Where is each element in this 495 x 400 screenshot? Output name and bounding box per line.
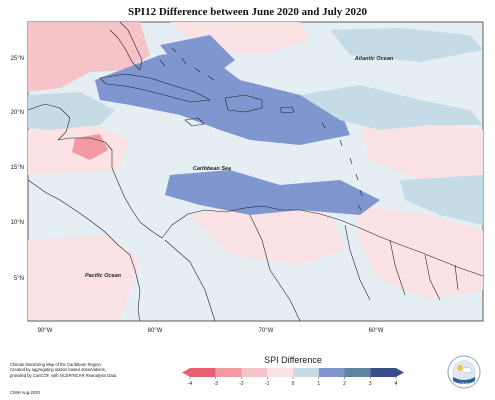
central-america-coast [57, 137, 163, 239]
dry-region-guianas [355, 205, 483, 300]
lat-tick-label: 25°N [11, 56, 24, 62]
cuba-outline [99, 73, 211, 103]
legend-tick-label: -4 [188, 381, 193, 387]
lon-tick-label: 60°W [369, 328, 384, 334]
label-pacific-ocean: Pacific Ocean [85, 273, 122, 279]
wave-icon [453, 377, 475, 384]
hispaniola-outline [224, 94, 263, 113]
legend-tick-label: 3 [369, 381, 372, 387]
label-caribbean-sea: Caribbean Sea [193, 166, 231, 172]
legend-arrow-low [182, 368, 190, 377]
cloud-icon [461, 367, 473, 373]
legend-tick-label: 0 [292, 381, 295, 387]
legend-swatch [190, 368, 216, 377]
south-america-north-coast [161, 205, 484, 277]
florida-coast [109, 21, 143, 71]
central-america-pacific-coast [27, 179, 131, 256]
coastlines [27, 21, 484, 322]
legend-swatch [215, 368, 242, 377]
wet-region-gulf-west [28, 92, 115, 130]
bahamas-islands [159, 47, 215, 81]
legend-tick-label: -3 [214, 381, 219, 387]
legend-colorbar: -4 -3 -2 -1 0 1 2 3 4 [182, 368, 404, 387]
legend-swatch [241, 368, 268, 377]
footer-note: Climate Monitoring Map of the Caribbean … [10, 362, 118, 378]
puerto-rico-outline [279, 106, 295, 114]
legend-tick-label: -2 [239, 381, 244, 387]
legend-tick-label: 2 [343, 381, 346, 387]
map-title: SPI12 Difference between June 2020 and J… [127, 6, 368, 18]
wet-region-central-caribbean [165, 170, 380, 215]
longitude-axis: 90°W 80°W 70°W 60°W [38, 328, 384, 334]
legend-swatch [293, 368, 319, 377]
cimh-logo [447, 355, 481, 389]
legend-arrow-high [396, 368, 404, 377]
dry-region-gulf [28, 22, 150, 92]
lat-tick-label: 20°N [11, 110, 24, 116]
latitude-axis: 25°N 20°N 15°N 10°N 5°N [11, 56, 24, 282]
legend-swatch [318, 368, 345, 377]
dry-region-pacific [28, 235, 140, 320]
legend-swatch [370, 368, 396, 377]
legend-swatch [267, 368, 293, 377]
south-america-pacific-coast [129, 254, 141, 322]
lon-tick-label: 70°W [259, 328, 274, 334]
logo-text: CIMH [459, 382, 469, 386]
footer-credit: CIMH Aug-2020 [10, 390, 40, 395]
legend-swatch [344, 368, 371, 377]
label-atlantic-ocean: Atlantic Ocean [354, 56, 394, 62]
lat-tick-label: 10°N [11, 220, 24, 226]
legend-tick-label: 4 [395, 381, 398, 387]
lesser-antilles [321, 121, 363, 211]
dry-region-atlantic [360, 120, 483, 180]
lat-tick-label: 5°N [14, 276, 24, 282]
wet-region-atlantic-south [400, 175, 483, 225]
sun-icon [457, 365, 463, 371]
map-panel: Atlantic Ocean Caribbean Sea Pacific Oce… [11, 21, 484, 334]
country-borders [164, 214, 459, 322]
yucatan-coast [27, 103, 71, 141]
lon-tick-label: 80°W [148, 328, 163, 334]
anomaly-fields [28, 22, 483, 320]
legend-tick-label: 1 [317, 381, 320, 387]
wet-region-atlantic-north [330, 28, 483, 62]
jamaica-outline [184, 117, 205, 127]
legend-title: SPI Difference [264, 355, 322, 365]
legend-tick-label: -1 [265, 381, 270, 387]
lon-tick-label: 90°W [38, 328, 53, 334]
lat-tick-label: 15°N [11, 165, 24, 171]
wet-region-greater-antilles [95, 50, 350, 145]
wet-region-bahamas [160, 35, 235, 75]
dry-region-venezuela [190, 200, 345, 265]
wet-region-east-caribbean [300, 85, 483, 130]
